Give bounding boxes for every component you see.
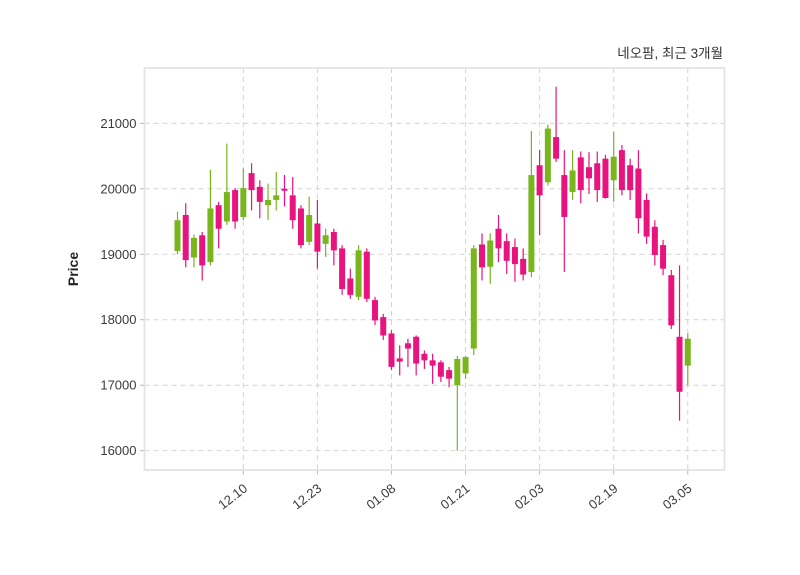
candle-body-down: [421, 353, 428, 361]
y-tick-label: 17000: [100, 378, 136, 393]
x-tick-label: 12.23: [289, 481, 324, 513]
candle-body-up: [544, 128, 551, 183]
candle-body-down: [339, 248, 346, 289]
candle-body-down: [232, 190, 239, 222]
candle-body-up: [273, 195, 280, 200]
candle-body-down: [256, 186, 263, 202]
candle-body-up: [454, 359, 461, 386]
candle-body-up: [306, 214, 313, 242]
candle-body-down: [553, 137, 560, 159]
candle-body-down: [281, 188, 288, 191]
candle-body-down: [437, 362, 444, 377]
y-axis-label: Price: [65, 252, 81, 286]
candle-body-up: [462, 357, 469, 374]
candle-body-down: [627, 165, 634, 191]
candle-body-down: [297, 208, 304, 246]
candle-body-down: [330, 232, 337, 251]
candle-body-down: [363, 251, 370, 299]
candle-body-down: [495, 228, 502, 249]
candle-body-up: [240, 188, 247, 217]
candle-body-up: [610, 156, 617, 181]
candle-body-down: [429, 360, 436, 366]
candle-body-down: [586, 167, 592, 179]
candle-body-up: [174, 220, 181, 251]
y-tick-label: 21000: [100, 116, 136, 131]
candle-body-down: [347, 278, 354, 295]
candle-body-down: [479, 244, 486, 268]
candle-body-down: [182, 214, 189, 261]
candle-body-down: [503, 241, 510, 261]
candle-body-up: [487, 240, 494, 267]
candle-body-down: [594, 163, 601, 191]
y-tick-label: 19000: [100, 247, 136, 262]
candle-body-down: [314, 223, 321, 252]
candle-body-down: [446, 370, 453, 379]
candle-body-down: [660, 245, 667, 269]
candle-body-down: [372, 300, 379, 321]
candle-body-down: [388, 333, 395, 367]
x-tick-label: 03.05: [660, 481, 695, 513]
x-tick-label: 12.10: [215, 481, 250, 513]
candle-body-down: [520, 258, 527, 275]
candle-body-down: [413, 336, 420, 364]
y-tick-label: 20000: [100, 181, 136, 196]
candle-body-up: [569, 170, 576, 193]
candle-body-up: [322, 235, 329, 244]
candle-body-down: [635, 168, 642, 219]
candle-body-down: [248, 173, 255, 191]
candle-body-up: [355, 250, 362, 297]
candle-body-down: [577, 157, 584, 191]
x-tick-label: 02.19: [586, 481, 621, 513]
candle-body-down: [668, 275, 675, 326]
candle-body-up: [528, 175, 535, 272]
candle-body-down: [380, 317, 387, 336]
candle-body-up: [265, 199, 272, 206]
x-tick-label: 01.21: [438, 481, 473, 513]
x-tick-label: 02.03: [512, 481, 547, 513]
chart-title: 네오팜, 최근 3개월: [617, 46, 723, 61]
candle-body-up: [223, 192, 230, 222]
plot-border: [143, 67, 726, 471]
y-tick-label: 16000: [100, 443, 136, 458]
candle-body-down: [536, 165, 543, 196]
candle-body-up: [190, 237, 197, 258]
candle-body-down: [396, 358, 403, 362]
candle-body-down: [404, 343, 411, 349]
candle-body-up: [470, 248, 477, 349]
candle-body-down: [643, 199, 650, 237]
candle-body-down: [199, 235, 206, 266]
candle-body-up: [684, 338, 691, 366]
candle-body-up: [207, 208, 214, 263]
candle-body-down: [561, 175, 568, 217]
candle-body-down: [511, 247, 518, 265]
candle-body-down: [289, 195, 296, 221]
candle-body-down: [676, 336, 683, 392]
x-tick-label: 01.08: [363, 481, 398, 513]
candle-body-down: [651, 226, 658, 255]
y-tick-label: 18000: [100, 312, 136, 327]
candle-body-down: [618, 150, 625, 191]
candle-body-down: [215, 205, 222, 229]
plot-area: 16000 17000 18000 19000 20000 21000 12.10 12.23…: [100, 67, 726, 513]
candle-body-down: [602, 158, 609, 198]
